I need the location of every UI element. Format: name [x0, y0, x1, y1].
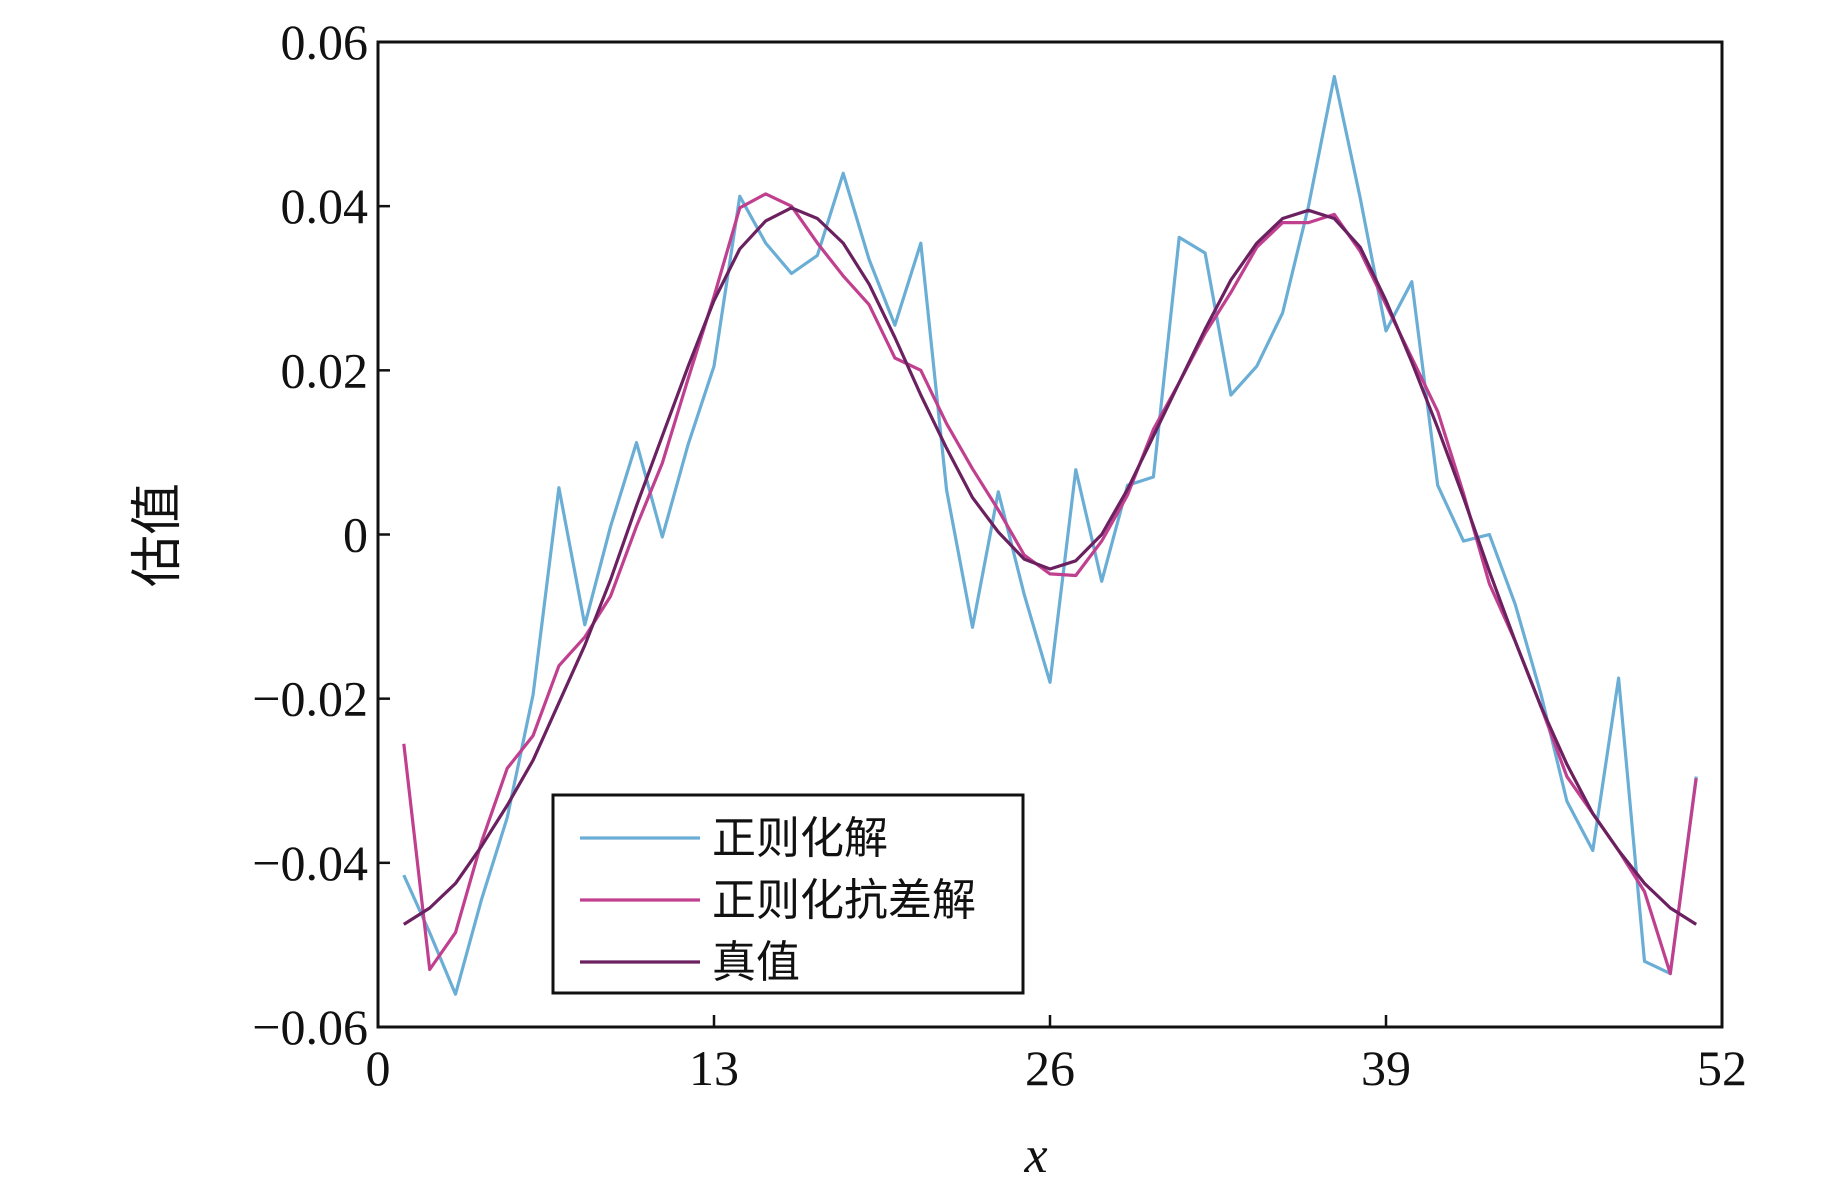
y-tick-label-3: 0 [343, 507, 368, 563]
series-line-2 [402, 206, 1698, 926]
series-line-1 [402, 192, 1698, 976]
y-axis-label: 估值 [130, 483, 187, 587]
x-tick-label-2: 26 [1025, 1040, 1075, 1096]
x-tick-label-1: 13 [689, 1040, 739, 1096]
y-tick-label-4: −0.02 [252, 671, 368, 727]
y-tick-label-6: −0.06 [252, 999, 368, 1055]
x-tick-label-3: 39 [1361, 1040, 1411, 1096]
y-tick-label-2: 0.02 [281, 342, 369, 398]
y-tick-label-5: −0.04 [252, 835, 368, 891]
x-tick-label-4: 52 [1697, 1040, 1747, 1096]
x-axis-label: x [1023, 1127, 1047, 1181]
y-tick-label-0: 0.06 [281, 14, 369, 70]
legend-box [551, 793, 1025, 995]
x-tick-label-0: 0 [366, 1040, 391, 1096]
series-line-0 [402, 74, 1698, 996]
legend-label-2: 真值 [712, 937, 800, 988]
axis-ticks [376, 40, 1724, 1029]
legend-label-0: 正则化解 [712, 813, 888, 864]
axis-tick-labels: 0 13 26 39 52 0.06 0.04 0.02 0 −0.02 −0.04 −0.06 [252, 14, 1747, 1096]
series-layer [402, 74, 1698, 996]
y-tick-label-1: 0.04 [281, 178, 369, 234]
legend-label-1: 正则化抗差解 [712, 875, 976, 926]
